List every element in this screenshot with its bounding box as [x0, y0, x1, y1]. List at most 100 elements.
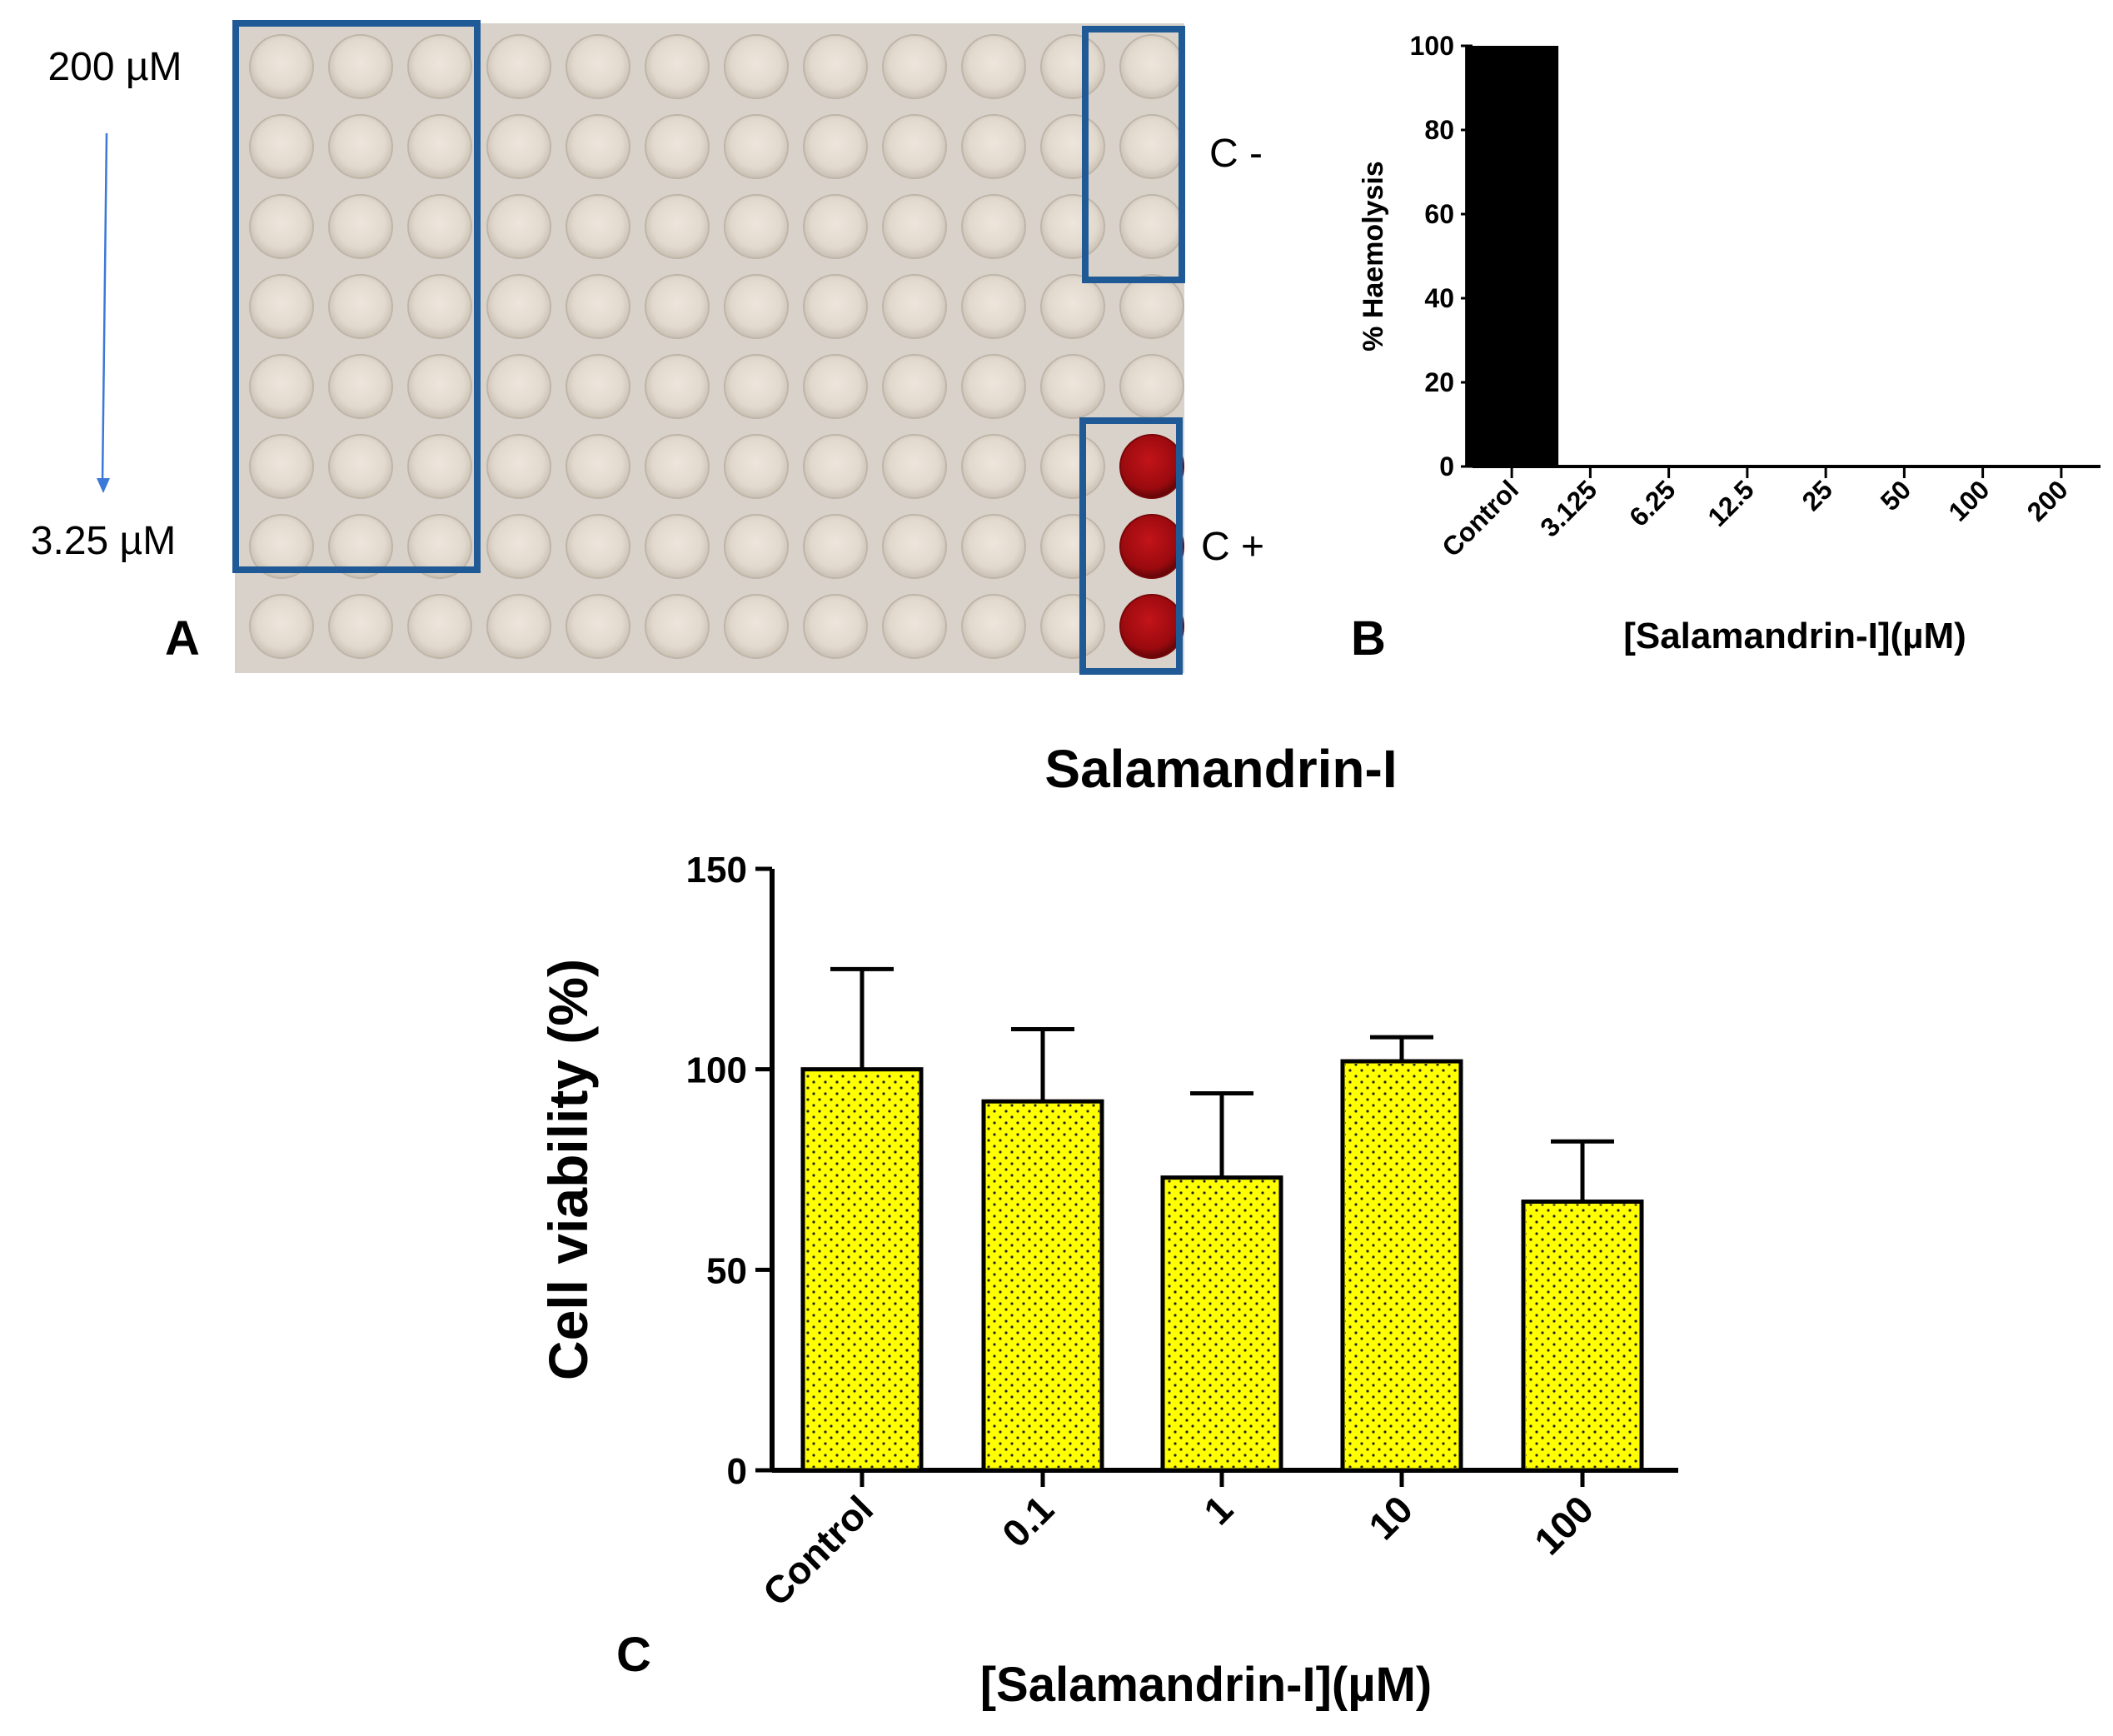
plate-well	[882, 274, 947, 339]
plate-well	[1040, 354, 1105, 419]
bar-pattern	[986, 1104, 1099, 1468]
plate-well	[249, 194, 314, 259]
plate-well	[328, 114, 393, 179]
plate-well	[961, 514, 1026, 579]
x-tick-label: Control	[1436, 474, 1524, 562]
plate-well	[724, 594, 789, 659]
plate-well	[645, 354, 710, 419]
x-tick-label: 6.25	[1623, 474, 1681, 531]
plate-well	[328, 514, 393, 579]
plate-well	[328, 194, 393, 259]
plate-well	[249, 514, 314, 579]
chart-title: Salamandrin-I	[1044, 739, 1397, 799]
plate-well	[645, 434, 710, 499]
plate-well	[961, 114, 1026, 179]
plate-well	[1119, 434, 1184, 499]
plate-well	[724, 434, 789, 499]
plate-well	[803, 354, 868, 419]
top-concentration-label: 200 µM	[47, 45, 182, 89]
plate-well	[882, 434, 947, 499]
plate-well	[566, 434, 630, 499]
plate-well	[486, 274, 551, 339]
x-tick-label: 10	[1360, 1487, 1421, 1548]
x-tick-label: 0.1	[994, 1487, 1062, 1555]
plate-well	[882, 194, 947, 259]
plate-well	[724, 114, 789, 179]
y-tick-label: 100	[1410, 31, 1454, 61]
plate-well	[1040, 194, 1105, 259]
y-tick-label: 40	[1424, 283, 1454, 313]
plate-well	[803, 194, 868, 259]
plate-well	[1040, 514, 1105, 579]
plate-well	[882, 34, 947, 99]
plate-well	[803, 514, 868, 579]
plate-well	[328, 34, 393, 99]
plate-background	[235, 23, 1184, 673]
x-tick-label: 25	[1796, 474, 1838, 516]
plate-well	[645, 194, 710, 259]
x-tick-label: 100	[1526, 1487, 1602, 1563]
bottom-concentration-label: 3.25 µM	[31, 519, 176, 563]
plate-well	[566, 34, 630, 99]
plate-well	[645, 34, 710, 99]
plate-well	[724, 34, 789, 99]
plate-well	[1119, 354, 1184, 419]
plate-well	[882, 514, 947, 579]
y-tick-label: 60	[1424, 199, 1454, 229]
plate-well	[566, 194, 630, 259]
plate-well	[1040, 274, 1105, 339]
plate-well	[486, 34, 551, 99]
positive-control-box	[1079, 417, 1183, 675]
x-tick-label: 1	[1195, 1487, 1241, 1533]
plate-well	[566, 594, 630, 659]
plate-well	[645, 594, 710, 659]
y-tick-label: 50	[706, 1250, 747, 1291]
plate-well	[645, 274, 710, 339]
haemolysis-chart: 0 20 40 60 80 100 Control 3.125 6.25 12.5 25 50 100 2…	[1358, 31, 2101, 656]
plate-well	[328, 274, 393, 339]
y-tick-label: 150	[686, 850, 747, 890]
y-tick-label: 0	[727, 1451, 747, 1492]
plate-well	[882, 354, 947, 419]
plate-well	[249, 114, 314, 179]
bar-pattern	[1345, 1064, 1458, 1468]
plate-well	[1119, 114, 1184, 179]
plate-well	[1040, 114, 1105, 179]
plate-well	[566, 274, 630, 339]
plate-well	[803, 594, 868, 659]
plate-well	[1119, 194, 1184, 259]
plate-well	[486, 354, 551, 419]
plate-well	[961, 354, 1026, 419]
plate-well	[645, 514, 710, 579]
x-tick-label: 200	[2021, 474, 2074, 526]
plate-well	[961, 34, 1026, 99]
plate-well	[882, 114, 947, 179]
bar-pattern	[805, 1071, 919, 1468]
sample-group-box	[232, 20, 481, 573]
plate-well	[249, 594, 314, 659]
plate-well	[249, 354, 314, 419]
dilution-arrow	[101, 132, 108, 484]
plate-well	[724, 514, 789, 579]
plate-well	[249, 274, 314, 339]
plate-well	[1119, 594, 1184, 659]
plate-well	[803, 434, 868, 499]
y-tick-label: 100	[686, 1050, 747, 1091]
plate-well	[249, 434, 314, 499]
plate-well	[407, 594, 472, 659]
panel-b-letter: B	[1351, 611, 1386, 666]
x-tick-label: 100	[1942, 474, 1995, 526]
plate-well	[1119, 34, 1184, 99]
x-tick-label: 3.125	[1534, 474, 1602, 542]
plate-well	[328, 594, 393, 659]
panel-c-letter: C	[616, 1628, 651, 1682]
x-tick-label: 12.5	[1702, 474, 1759, 531]
x-axis-title: [Salamandrin-I](µM)	[980, 1658, 1433, 1712]
plate-well	[1040, 34, 1105, 99]
plate-well	[1040, 594, 1105, 659]
y-axis-title: % Haemolysis	[1358, 161, 1389, 352]
plate-well	[566, 514, 630, 579]
plate-well	[1119, 274, 1184, 339]
plate-wells	[249, 34, 1184, 659]
